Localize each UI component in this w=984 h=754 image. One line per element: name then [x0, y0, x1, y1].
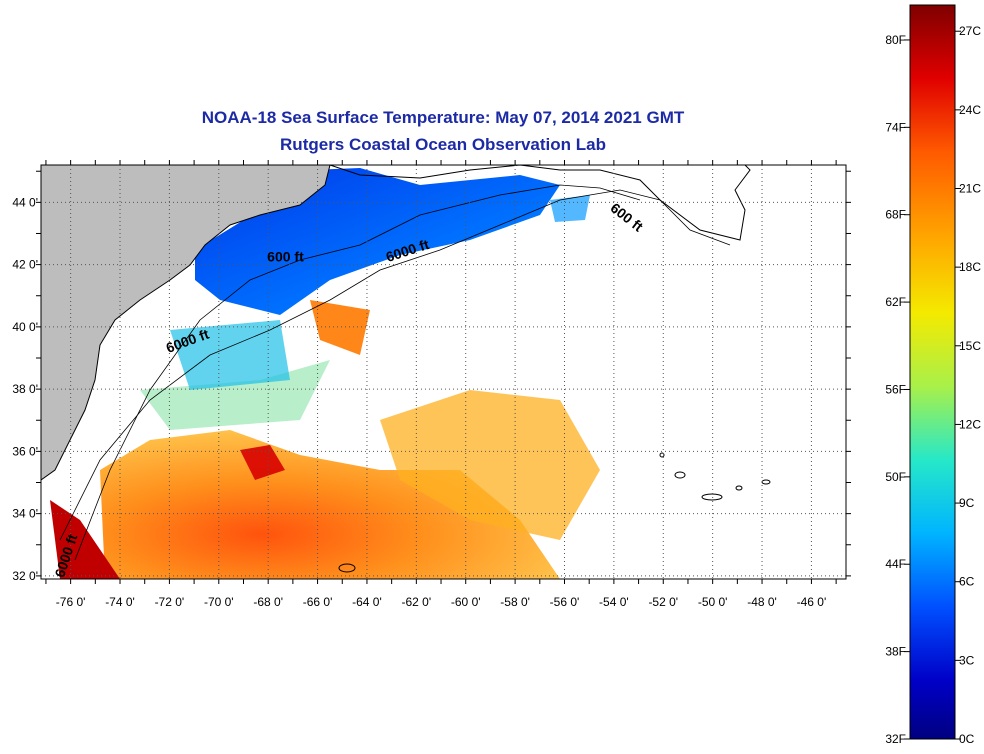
cold-patch	[550, 195, 590, 222]
lon-tick-label: -50 0'	[698, 595, 728, 609]
colorbar-c-label: 3C	[959, 653, 975, 667]
sst-field	[41, 165, 846, 579]
coastline	[41, 165, 331, 481]
colorbar-c-label: 15C	[959, 339, 981, 353]
lon-tick-label: -74 0'	[105, 595, 135, 609]
warm-eddy	[310, 300, 370, 355]
colorbar-f-label: 62F	[885, 295, 906, 309]
colorbar-f-label: 50F	[885, 470, 906, 484]
colorbar-ramp	[909, 4, 956, 740]
lon-tick-label: -72 0'	[155, 595, 185, 609]
lon-tick-label: -52 0'	[648, 595, 678, 609]
colorbar-c-label: 21C	[959, 182, 981, 196]
colorbar-f-label: 44F	[885, 557, 906, 571]
lon-tick-label: -64 0'	[352, 595, 382, 609]
lon-tick-label: -56 0'	[550, 595, 580, 609]
lat-tick-label: 40 0'	[12, 320, 38, 334]
map-frame	[40, 164, 847, 580]
lat-tick-label: 38 0'	[12, 382, 38, 396]
map-title: NOAA-18 Sea Surface Temperature: May 07,…	[201, 108, 685, 127]
colorbar-c-label: 9C	[959, 496, 975, 510]
lon-tick-label: -76 0'	[56, 595, 86, 609]
colorbar-f-label: 32F	[885, 732, 906, 746]
colorbar-c-label: 0C	[959, 732, 975, 746]
lon-tick-label: -70 0'	[204, 595, 234, 609]
contour-6000ft	[59, 189, 731, 541]
lat-tick-label: 32 0'	[12, 569, 38, 583]
colorbar-c-label: 24C	[959, 103, 981, 117]
lon-tick-label: -48 0'	[747, 595, 777, 609]
lat-tick-label: 42 0'	[12, 258, 38, 272]
colorbar-f-label: 68F	[885, 208, 906, 222]
lon-tick-label: -66 0'	[303, 595, 333, 609]
lon-tick-label: -62 0'	[402, 595, 432, 609]
colorbar-c-label: 27C	[959, 24, 981, 38]
lat-tick-label: 44 0'	[12, 195, 38, 209]
contour-600ft	[74, 184, 641, 561]
slope-water	[170, 320, 290, 390]
coastline-north	[329, 165, 751, 241]
hot-coastal-strip	[50, 500, 120, 579]
lat-tick-label: 34 0'	[12, 507, 38, 521]
warm-water-east	[380, 390, 600, 540]
hot-core-patch	[240, 445, 285, 480]
land-mass	[41, 165, 330, 480]
map-grid: -76 0' -74 0' -72 0' -70 0' -68 0' -66 0' -64 …	[12, 160, 851, 609]
colorbar-f-label: 74F	[885, 120, 906, 134]
colorbar-f-label: 56F	[885, 382, 906, 396]
bermuda-island	[338, 563, 356, 573]
lon-tick-label: -58 0'	[500, 595, 530, 609]
lon-tick-label: -68 0'	[253, 595, 283, 609]
colorbar-c-label: 6C	[959, 575, 975, 589]
lon-tick-label: -60 0'	[451, 595, 481, 609]
lon-tick-label: -54 0'	[599, 595, 629, 609]
contour-label: 600 ft	[267, 248, 304, 264]
lon-tick-label: -46 0'	[797, 595, 827, 609]
lat-tick-label: 36 0'	[12, 444, 38, 458]
warm-water-area	[100, 430, 560, 579]
colorbar-f-label: 38F	[885, 645, 906, 659]
colorbar-f-label: 80F	[885, 33, 906, 47]
colorbar: 80F 74F 68F 62F 56F 50F 44F 38F 32F 27C 24C 21C 18C 1…	[885, 4, 981, 746]
colorbar-c-label: 18C	[959, 260, 981, 274]
colorbar-c-label: 12C	[959, 417, 981, 431]
map-subtitle: Rutgers Coastal Ocean Observation Lab	[280, 135, 606, 154]
